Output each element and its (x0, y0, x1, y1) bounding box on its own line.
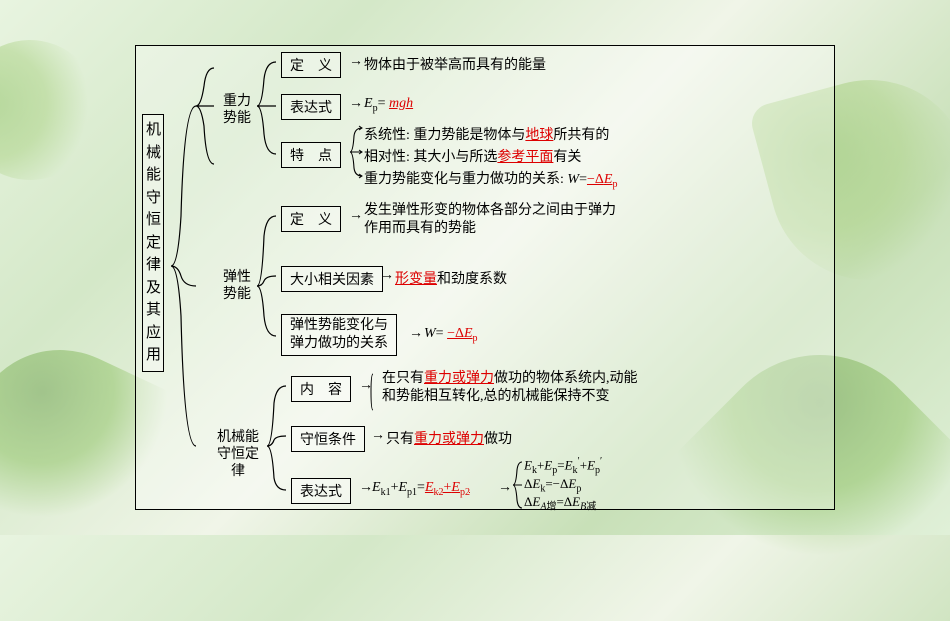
gravity-def-text: 物体由于被举高而具有的能量 (364, 54, 546, 74)
conservation-content-label: 内 容 (291, 376, 351, 402)
conservation-expr-eq3: ΔEA增=ΔEB减 (524, 494, 596, 513)
elastic-factor: 形变量和劲度系数 (395, 268, 507, 288)
elastic-rel-label: 弹性势能变化与弹力做功的关系 (281, 314, 397, 356)
conservation-expr-arrow: → (359, 480, 373, 496)
elastic-rel-arrow: → (409, 326, 423, 342)
section-elastic-title: 弹性势能 (221, 270, 253, 304)
gravity-char3: 重力势能变化与重力做功的关系: W=−ΔEp (364, 168, 617, 190)
elastic-factor-label: 大小相关因素 (281, 266, 383, 292)
bracket-main (166, 56, 221, 496)
conservation-expr-label: 表达式 (291, 478, 351, 504)
gravity-expr: Ep= mgh (364, 96, 413, 114)
conservation-expr-main: Ek1+Ep1=Ek2+Ep2 (372, 480, 470, 498)
conservation-expr-arrow2: → (498, 480, 512, 496)
background-leaf (0, 13, 127, 208)
gravity-char-label: 特 点 (281, 142, 341, 168)
main-title: 机械能守恒定律及其应用 (142, 114, 164, 372)
elastic-def-arrow: → (349, 208, 363, 224)
section-conservation-title: 机械能守恒定律 (214, 430, 262, 480)
concept-map: 机械能守恒定律及其应用 重力势能 定 义 → 物体由于被举高而具有的能量 表达式… (136, 46, 834, 509)
gravity-def-label: 定 义 (281, 52, 341, 78)
conservation-cond-arrow: → (371, 428, 385, 444)
elastic-factor-arrow: → (380, 268, 394, 284)
gravity-char1: 系统性: 重力势能是物体与地球所共有的 (364, 124, 609, 144)
gravity-char2: 相对性: 其大小与所选参考平面有关 (364, 146, 581, 166)
conservation-content-text: 在只有重力或弹力做功的物体系统内,动能和势能相互转化,总的机械能保持不变 (382, 370, 692, 406)
section-gravity-title: 重力势能 (221, 94, 253, 128)
bracket-elastic (254, 206, 282, 356)
diagram-frame: 机械能守恒定律及其应用 重力势能 定 义 → 物体由于被举高而具有的能量 表达式… (135, 45, 835, 510)
conservation-expr-eq2: ΔEk=−ΔEp (524, 476, 581, 495)
bracket-conservation-expr (510, 458, 524, 512)
conservation-content-arrow: → (359, 378, 373, 394)
gravity-def-arrow: → (349, 54, 363, 70)
conservation-expr-eq1: Ek+Ep=Ek′+Ep′ (524, 456, 602, 476)
elastic-def-text: 发生弹性形变的物体各部分之间由于弹力作用而具有的势能 (364, 202, 664, 238)
elastic-def-label: 定 义 (281, 206, 341, 232)
conservation-cond: 只有重力或弹力做功 (386, 428, 512, 448)
bracket-gravity (254, 54, 282, 174)
conservation-cond-label: 守恒条件 (291, 426, 365, 452)
bracket-conservation (264, 378, 292, 508)
elastic-rel: W= −ΔEp (424, 326, 478, 344)
gravity-expr-label: 表达式 (281, 94, 341, 120)
gravity-expr-arrow: → (349, 96, 363, 112)
